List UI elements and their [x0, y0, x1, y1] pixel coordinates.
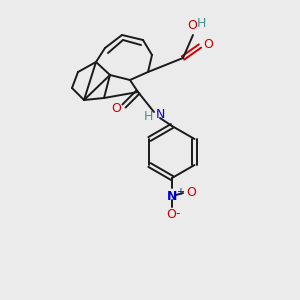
Text: H: H	[196, 17, 206, 30]
Text: O: O	[166, 208, 176, 221]
Text: H: H	[144, 110, 153, 122]
Text: O: O	[186, 187, 196, 200]
Text: +: +	[176, 187, 184, 197]
Text: O: O	[111, 103, 121, 116]
Text: N: N	[155, 107, 165, 121]
Text: O: O	[187, 19, 197, 32]
Text: O: O	[203, 38, 213, 52]
Text: -: -	[176, 208, 180, 220]
Text: N: N	[167, 190, 177, 202]
